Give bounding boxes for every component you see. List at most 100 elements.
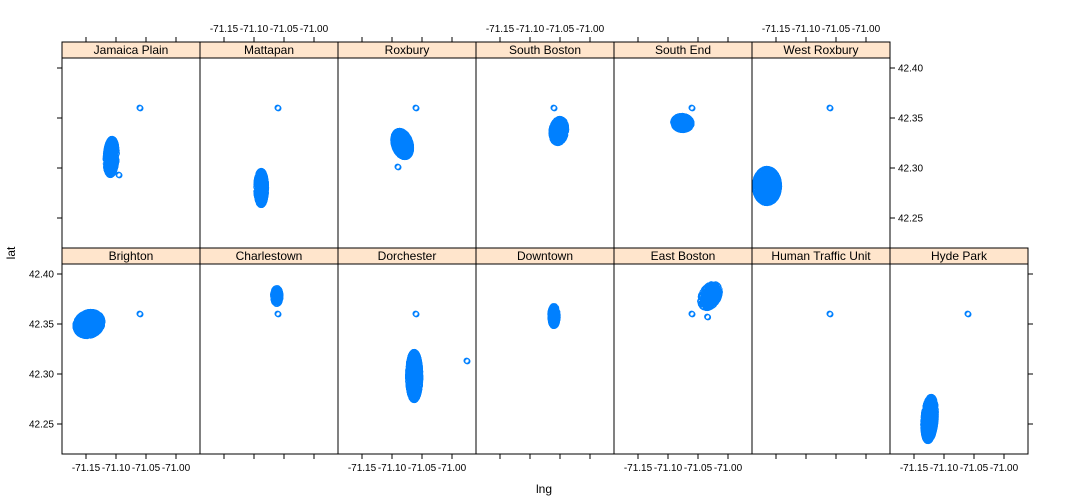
point xyxy=(926,408,933,415)
points-charlestown xyxy=(270,285,284,318)
strip-label-downtown: Downtown xyxy=(517,249,573,263)
panel-frame-mattapan xyxy=(199,57,339,249)
point xyxy=(412,350,420,357)
point xyxy=(275,286,282,293)
point xyxy=(705,292,712,299)
point xyxy=(410,396,417,403)
point xyxy=(697,297,704,304)
panel-frame-charlestown xyxy=(199,263,339,455)
point xyxy=(557,115,564,123)
point xyxy=(257,201,264,208)
point xyxy=(93,315,101,322)
panel-frame-hyde-park xyxy=(889,263,1029,455)
point xyxy=(710,298,717,305)
point xyxy=(81,321,89,328)
point xyxy=(922,404,929,411)
point xyxy=(72,319,80,327)
point xyxy=(930,403,937,410)
point xyxy=(270,291,277,298)
point xyxy=(412,378,419,385)
point xyxy=(414,392,421,399)
point xyxy=(105,140,112,147)
point xyxy=(86,328,93,335)
point xyxy=(92,317,100,324)
point xyxy=(75,329,82,336)
outlier-point xyxy=(275,105,282,112)
point xyxy=(407,149,414,156)
point xyxy=(394,136,402,143)
point xyxy=(924,435,931,442)
point xyxy=(393,128,400,136)
point xyxy=(403,153,410,160)
point xyxy=(260,197,268,204)
point xyxy=(402,137,409,144)
panel-frame-human-traffic-unit xyxy=(751,263,891,455)
point xyxy=(91,309,99,316)
points-human-traffic-unit xyxy=(826,310,834,318)
panel-downtown: Downtown xyxy=(475,247,615,455)
outlier-point xyxy=(395,164,402,171)
panel-brighton: Brighton xyxy=(61,247,201,455)
point xyxy=(98,314,105,321)
point xyxy=(403,151,411,158)
outlier-point xyxy=(704,314,712,321)
point xyxy=(920,427,927,434)
point xyxy=(413,364,420,371)
point xyxy=(95,327,103,334)
point xyxy=(83,315,90,322)
points-brighton xyxy=(72,308,144,340)
point xyxy=(558,132,565,139)
point xyxy=(406,389,413,396)
point xyxy=(391,139,398,146)
outlier-point xyxy=(137,105,144,112)
outlier-point xyxy=(413,105,420,112)
points-south-boston xyxy=(548,104,570,147)
outlier-point xyxy=(275,311,282,318)
point xyxy=(103,167,111,174)
point xyxy=(272,300,280,307)
strip-label-human-traffic-unit: Human Traffic Unit xyxy=(771,249,871,263)
strip-label-hyde-park: Hyde Park xyxy=(931,249,988,263)
point xyxy=(397,145,404,152)
panel-dorchester: Dorchester xyxy=(337,247,477,455)
point xyxy=(557,121,564,129)
point xyxy=(704,288,712,295)
point xyxy=(554,317,561,324)
strip-label-south-boston: South Boston xyxy=(509,43,581,57)
point xyxy=(87,308,94,316)
strip-label-dorchester: Dorchester xyxy=(378,249,437,263)
point xyxy=(110,136,117,143)
point xyxy=(413,351,421,358)
point xyxy=(110,137,118,144)
outlier-point xyxy=(464,358,471,365)
strip-label-east-boston: East Boston xyxy=(651,249,716,263)
panel-mattapan: Mattapan xyxy=(199,41,339,249)
panel-human-traffic-unit: Human Traffic Unit xyxy=(751,247,891,455)
strip-label-roxbury: Roxbury xyxy=(385,43,430,57)
point xyxy=(260,186,268,193)
point xyxy=(704,304,711,312)
point xyxy=(707,298,714,305)
point xyxy=(260,192,267,199)
panel-frame-east-boston xyxy=(613,263,753,455)
panel-south-boston: South Boston xyxy=(475,41,615,249)
point xyxy=(927,414,934,421)
panel-roxbury: Roxbury xyxy=(337,41,477,249)
point xyxy=(555,139,563,146)
point xyxy=(408,353,415,360)
panel-east-boston: East Boston xyxy=(613,247,753,455)
point xyxy=(254,179,261,186)
point xyxy=(107,149,114,156)
points-east-boston xyxy=(688,281,723,321)
point xyxy=(929,413,936,420)
point xyxy=(108,162,116,169)
point xyxy=(408,371,415,378)
point xyxy=(929,430,936,438)
point xyxy=(260,174,267,181)
points-roxbury xyxy=(390,104,420,171)
point xyxy=(554,127,561,134)
panel-hyde-park: Hyde Park xyxy=(889,247,1029,455)
point xyxy=(398,134,405,141)
point xyxy=(82,332,90,340)
